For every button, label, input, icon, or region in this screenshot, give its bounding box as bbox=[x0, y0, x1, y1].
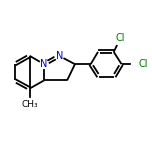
Circle shape bbox=[40, 60, 48, 68]
Text: N: N bbox=[55, 51, 63, 61]
Circle shape bbox=[131, 58, 143, 70]
Circle shape bbox=[114, 34, 126, 45]
Circle shape bbox=[24, 98, 35, 110]
Text: Cl: Cl bbox=[138, 59, 148, 69]
Text: N: N bbox=[40, 59, 48, 69]
Text: Cl: Cl bbox=[115, 33, 125, 43]
Text: CH₃: CH₃ bbox=[21, 100, 38, 109]
Circle shape bbox=[55, 52, 63, 60]
